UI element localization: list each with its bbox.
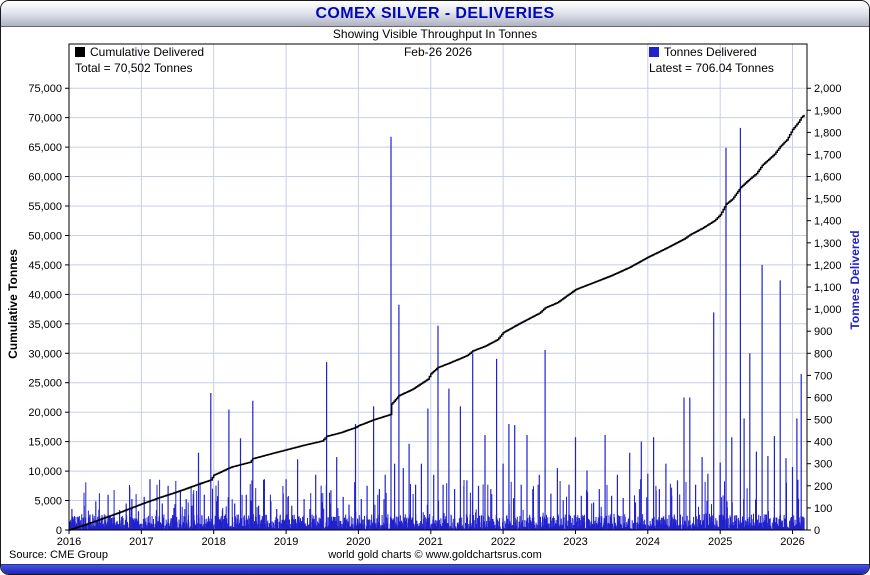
svg-text:2018: 2018 xyxy=(201,536,225,547)
svg-text:55,000: 55,000 xyxy=(28,201,62,213)
right-axis-title: Tonnes Delivered xyxy=(848,230,862,330)
svg-text:500: 500 xyxy=(814,415,832,427)
svg-text:2023: 2023 xyxy=(563,536,587,547)
svg-text:35,000: 35,000 xyxy=(28,319,62,331)
svg-text:700: 700 xyxy=(814,370,832,382)
svg-text:1,500: 1,500 xyxy=(814,194,842,206)
svg-text:2022: 2022 xyxy=(491,536,515,547)
svg-text:900: 900 xyxy=(814,326,832,338)
svg-text:5,000: 5,000 xyxy=(34,496,62,508)
cumulative-label: Cumulative Delivered xyxy=(90,45,205,59)
svg-text:800: 800 xyxy=(814,348,832,360)
svg-text:0: 0 xyxy=(814,525,820,537)
svg-text:10,000: 10,000 xyxy=(28,466,62,478)
svg-text:2024: 2024 xyxy=(636,536,660,547)
as-of-date: Feb-26 2026 xyxy=(403,45,473,59)
svg-text:1,900: 1,900 xyxy=(814,105,842,117)
svg-text:30,000: 30,000 xyxy=(28,348,62,360)
svg-text:2025: 2025 xyxy=(708,536,732,547)
svg-text:70,000: 70,000 xyxy=(28,113,62,125)
svg-text:15,000: 15,000 xyxy=(28,437,62,449)
legend-delivered: Tonnes Delivered Latest = 706.04 Tonnes xyxy=(649,44,774,76)
svg-text:1,100: 1,100 xyxy=(814,282,842,294)
svg-text:600: 600 xyxy=(814,393,832,405)
svg-text:1,000: 1,000 xyxy=(814,304,842,316)
title-bar: COMEX SILVER - DELIVERIES xyxy=(1,1,869,27)
svg-text:2016: 2016 xyxy=(57,536,81,547)
svg-text:1,700: 1,700 xyxy=(814,150,842,162)
svg-text:65,000: 65,000 xyxy=(28,142,62,154)
delivered-swatch xyxy=(649,47,659,57)
svg-text:0: 0 xyxy=(56,525,62,537)
svg-text:1,800: 1,800 xyxy=(814,127,842,139)
chart-title: COMEX SILVER - DELIVERIES xyxy=(315,5,555,22)
legend-cumulative: Cumulative Delivered Total = 70,502 Tonn… xyxy=(75,44,204,76)
cumulative-swatch xyxy=(75,47,85,57)
svg-text:200: 200 xyxy=(814,481,832,493)
source-label: Source: CME Group xyxy=(9,549,109,561)
svg-text:1,400: 1,400 xyxy=(814,216,842,228)
svg-text:100: 100 xyxy=(814,503,832,515)
svg-text:25,000: 25,000 xyxy=(28,378,62,390)
delivered-latest: Latest = 706.04 Tonnes xyxy=(649,61,774,75)
svg-text:75,000: 75,000 xyxy=(28,83,62,95)
svg-text:50,000: 50,000 xyxy=(28,231,62,243)
svg-text:1,600: 1,600 xyxy=(814,172,842,184)
svg-text:2,000: 2,000 xyxy=(814,83,842,95)
svg-text:60,000: 60,000 xyxy=(28,172,62,184)
svg-text:20,000: 20,000 xyxy=(28,407,62,419)
svg-text:2019: 2019 xyxy=(274,536,298,547)
svg-text:300: 300 xyxy=(814,459,832,471)
svg-text:1,200: 1,200 xyxy=(814,260,842,272)
svg-text:2026: 2026 xyxy=(780,536,804,547)
svg-text:2017: 2017 xyxy=(129,536,153,547)
footer: Source: CME Group world gold charts © ww… xyxy=(1,547,869,564)
delivered-label: Tonnes Delivered xyxy=(664,45,757,59)
svg-text:1,300: 1,300 xyxy=(814,238,842,250)
svg-text:40,000: 40,000 xyxy=(28,289,62,301)
bottom-strip xyxy=(1,564,869,574)
cumulative-total: Total = 70,502 Tonnes xyxy=(75,61,193,75)
svg-text:2021: 2021 xyxy=(419,536,443,547)
svg-text:2020: 2020 xyxy=(346,536,370,547)
credit-label: world gold charts © www.goldchartsrus.co… xyxy=(328,549,542,561)
left-axis-title: Cumulative Tonnes xyxy=(6,249,20,359)
svg-text:400: 400 xyxy=(814,437,832,449)
chart-subtitle: Showing Visible Throughput In Tonnes xyxy=(1,27,869,42)
chart-area: 0 5,000 10,000 15,000 20,000 25,000 30,000 35,0… xyxy=(1,42,869,547)
chart-svg: 0 5,000 10,000 15,000 20,000 25,000 30,000 35,0… xyxy=(28,43,842,547)
svg-text:45,000: 45,000 xyxy=(28,260,62,272)
